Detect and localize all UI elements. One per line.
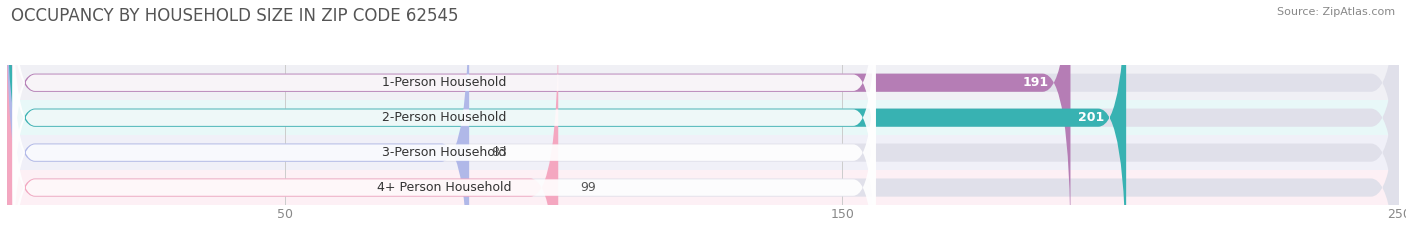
FancyBboxPatch shape — [7, 0, 1399, 233]
Text: 4+ Person Household: 4+ Person Household — [377, 181, 512, 194]
Text: 201: 201 — [1077, 111, 1104, 124]
FancyBboxPatch shape — [13, 56, 876, 233]
FancyBboxPatch shape — [7, 100, 1399, 135]
FancyBboxPatch shape — [7, 135, 1399, 170]
FancyBboxPatch shape — [13, 21, 876, 233]
Text: 1-Person Household: 1-Person Household — [382, 76, 506, 89]
Text: 83: 83 — [492, 146, 508, 159]
FancyBboxPatch shape — [13, 0, 876, 233]
FancyBboxPatch shape — [7, 0, 1399, 233]
FancyBboxPatch shape — [7, 22, 1399, 233]
FancyBboxPatch shape — [7, 170, 1399, 205]
Text: 3-Person Household: 3-Person Household — [382, 146, 506, 159]
FancyBboxPatch shape — [7, 0, 1126, 233]
Text: 2-Person Household: 2-Person Household — [382, 111, 506, 124]
FancyBboxPatch shape — [7, 65, 1399, 100]
FancyBboxPatch shape — [7, 22, 558, 233]
FancyBboxPatch shape — [13, 0, 876, 214]
Text: OCCUPANCY BY HOUSEHOLD SIZE IN ZIP CODE 62545: OCCUPANCY BY HOUSEHOLD SIZE IN ZIP CODE … — [11, 7, 458, 25]
Text: 99: 99 — [581, 181, 596, 194]
Text: 191: 191 — [1022, 76, 1049, 89]
FancyBboxPatch shape — [7, 0, 1399, 233]
FancyBboxPatch shape — [7, 0, 470, 233]
FancyBboxPatch shape — [7, 0, 1070, 233]
Text: Source: ZipAtlas.com: Source: ZipAtlas.com — [1277, 7, 1395, 17]
